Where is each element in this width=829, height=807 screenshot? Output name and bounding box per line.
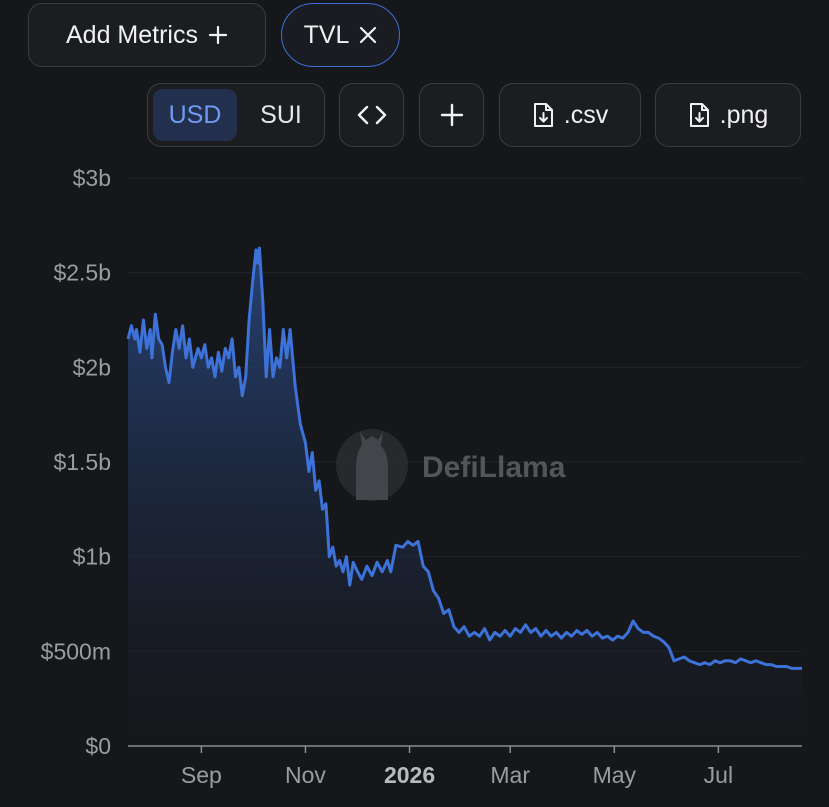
add-metrics-label: Add Metrics bbox=[66, 20, 198, 49]
download-csv-button[interactable]: .csv bbox=[499, 83, 641, 147]
close-icon[interactable] bbox=[359, 26, 377, 44]
csv-label: .csv bbox=[563, 100, 609, 129]
x-tick-label: Nov bbox=[285, 762, 326, 788]
y-tick-label: $2.5b bbox=[53, 260, 111, 286]
tvl-label: TVL bbox=[303, 20, 350, 49]
plus-icon bbox=[208, 25, 228, 45]
file-download-icon bbox=[533, 103, 553, 127]
code-icon bbox=[357, 105, 386, 125]
llama-logo-figure bbox=[356, 432, 388, 500]
y-tick-label: $3b bbox=[73, 165, 111, 191]
embed-button[interactable] bbox=[339, 83, 404, 147]
add-button[interactable] bbox=[419, 83, 484, 147]
x-tick-label: Mar bbox=[490, 762, 530, 788]
watermark-text: DefiLlama bbox=[422, 451, 566, 484]
tvl-series-line bbox=[126, 246, 802, 670]
y-tick-label: $500m bbox=[41, 638, 111, 664]
x-tick-label: 2026 bbox=[384, 762, 435, 788]
currency-option-usd[interactable]: USD bbox=[153, 89, 237, 141]
currency-option-sui[interactable]: SUI bbox=[260, 100, 302, 129]
x-tick-label: Jul bbox=[704, 762, 733, 788]
y-tick-label: $0 bbox=[85, 733, 111, 759]
currency-toggle: USD SUI bbox=[147, 83, 325, 147]
tvl-area-fill bbox=[128, 248, 802, 746]
y-tick-label: $1b bbox=[73, 544, 111, 570]
y-axis-labels: $0 $500m $1b $1.5b $2b $2.5b $3b bbox=[41, 165, 111, 759]
x-tick-label: Sep bbox=[181, 762, 222, 788]
png-label: .png bbox=[719, 100, 769, 129]
x-axis-ticks: Sep Nov 2026 Mar May Jul bbox=[181, 746, 733, 788]
x-tick-label: May bbox=[593, 762, 637, 788]
download-png-button[interactable]: .png bbox=[655, 83, 801, 147]
y-tick-label: $1.5b bbox=[53, 449, 111, 475]
file-download-icon bbox=[689, 103, 709, 127]
defillama-watermark: DefiLlama bbox=[336, 429, 566, 501]
plus-icon bbox=[440, 103, 463, 127]
tvl-metric-chip[interactable]: TVL bbox=[281, 3, 400, 67]
y-tick-label: $2b bbox=[73, 354, 111, 380]
add-metrics-button[interactable]: Add Metrics bbox=[28, 3, 266, 67]
